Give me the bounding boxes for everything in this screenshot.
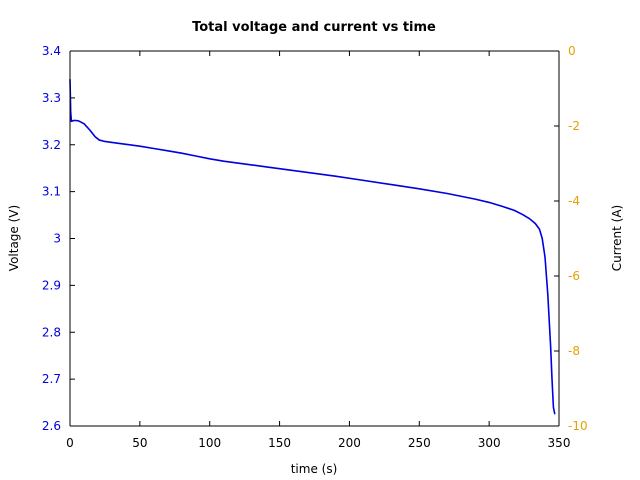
left-tick-label: 2.8 <box>42 325 61 339</box>
right-tick-label: -4 <box>568 194 580 208</box>
left-axis-label: Voltage (V) <box>7 205 21 271</box>
right-axis-ticks: 0 -2 -4 -6 -8 -10 <box>554 44 588 433</box>
left-tick-label: 3.2 <box>42 138 61 152</box>
voltage-series-line <box>69 79 556 415</box>
right-tick-label: -10 <box>568 419 588 433</box>
x-tick-label: 250 <box>408 436 431 450</box>
right-axis-label: Current (A) <box>610 205 624 271</box>
left-tick-label: 3 <box>53 232 61 246</box>
left-tick-label: 2.7 <box>42 372 61 386</box>
x-tick-label: 200 <box>338 436 361 450</box>
left-tick-label: 2.6 <box>42 419 61 433</box>
plot-area <box>70 51 559 426</box>
x-axis-ticks: 0 50 100 150 200 250 300 350 <box>66 51 570 450</box>
left-tick-label: 3.1 <box>42 185 61 199</box>
x-tick-label: 300 <box>478 436 501 450</box>
x-axis-label: time (s) <box>291 462 338 476</box>
plot-background <box>70 51 559 426</box>
series-layer <box>69 79 556 415</box>
x-tick-label: 0 <box>66 436 74 450</box>
x-tick-label: 150 <box>268 436 291 450</box>
x-tick-label: 100 <box>198 436 221 450</box>
left-axis-ticks: 2.6 2.7 2.8 2.9 3 3.1 3.2 3.3 3.4 <box>42 44 75 433</box>
right-tick-label: 0 <box>568 44 576 58</box>
right-tick-label: -2 <box>568 119 580 133</box>
right-tick-label: -6 <box>568 269 580 283</box>
left-tick-label: 3.4 <box>42 44 61 58</box>
axes-frame <box>69 50 560 427</box>
left-tick-label: 2.9 <box>42 278 61 292</box>
x-tick-label: 50 <box>132 436 147 450</box>
left-tick-label: 3.3 <box>42 91 61 105</box>
chart-title: Total voltage and current vs time <box>192 20 436 35</box>
x-tick-label: 350 <box>548 436 571 450</box>
right-tick-label: -8 <box>568 344 580 358</box>
